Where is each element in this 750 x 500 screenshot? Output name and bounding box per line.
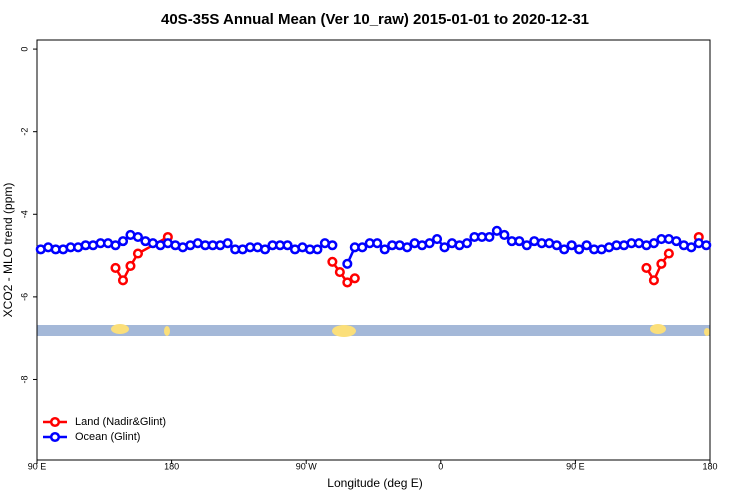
data-point (566, 240, 577, 251)
y-tick-label: -2 (19, 128, 29, 136)
data-point (282, 240, 293, 251)
data-point (110, 262, 121, 274)
data-point (222, 238, 233, 249)
x-tick-label: 90 E (566, 461, 585, 471)
data-point (491, 225, 502, 236)
x-axis-label: Longitude (deg E) (327, 476, 422, 490)
y-tick-label: -4 (19, 210, 29, 218)
data-point (312, 244, 323, 255)
data-point (559, 244, 570, 255)
data-point (641, 262, 652, 274)
data-point (260, 244, 271, 255)
land-blob (650, 324, 666, 334)
legend: Land (Nadir&Glint) Ocean (Glint) (43, 416, 166, 443)
data-point (663, 248, 674, 259)
land-blob (704, 328, 710, 336)
data-point (110, 240, 121, 251)
x-tick-label: 90 E (28, 461, 47, 471)
land-blob (111, 324, 129, 334)
data-point (402, 242, 413, 253)
data-point (327, 240, 338, 251)
data-point (574, 244, 585, 255)
data-point (342, 258, 353, 269)
land-blob (164, 326, 170, 336)
legend-marker (49, 431, 61, 443)
legend-label: Land (Nadir&Glint) (75, 416, 166, 428)
data-point (357, 242, 368, 253)
legend-marker (49, 416, 61, 428)
chart-title: 40S-35S Annual Mean (Ver 10_raw) 2015-01… (161, 11, 589, 28)
x-tick-label: 90 W (296, 461, 318, 471)
ocean-strip (37, 325, 710, 336)
legend-label: Ocean (Glint) (75, 431, 140, 443)
data-point (349, 273, 360, 284)
data-point (499, 229, 510, 240)
data-point (342, 277, 353, 288)
data-point (671, 236, 682, 247)
data-point (514, 236, 525, 247)
data-point (379, 244, 390, 255)
data-point (334, 267, 345, 278)
data-point (132, 231, 143, 243)
data-point (439, 242, 450, 253)
y-tick-label: 0 (19, 47, 29, 52)
data-point (551, 240, 562, 251)
data-point (432, 234, 443, 245)
data-point (424, 238, 435, 249)
data-point (521, 240, 532, 251)
data-point (701, 240, 712, 251)
data-point (327, 256, 338, 267)
data-point (125, 260, 136, 271)
data-point (484, 231, 495, 243)
data-point (461, 238, 473, 249)
x-tick-label: 180 (702, 461, 717, 471)
x-tick-label: 0 (438, 461, 443, 471)
data-point (686, 242, 697, 253)
data-point (372, 238, 383, 249)
data-point (656, 258, 667, 269)
y-axis-label: XCO2 - MLO trend (ppm) (1, 183, 15, 318)
y-tick-label: -6 (19, 293, 29, 301)
x-tick-label: 180 (164, 461, 179, 471)
data-point (648, 275, 659, 286)
data-point (581, 240, 592, 251)
data-point (117, 236, 129, 247)
data-point (648, 238, 659, 249)
map-strip (37, 324, 710, 337)
land-blob (332, 325, 356, 337)
data-point (117, 275, 129, 286)
y-tick-label: -8 (19, 375, 29, 383)
data-point (132, 248, 143, 259)
